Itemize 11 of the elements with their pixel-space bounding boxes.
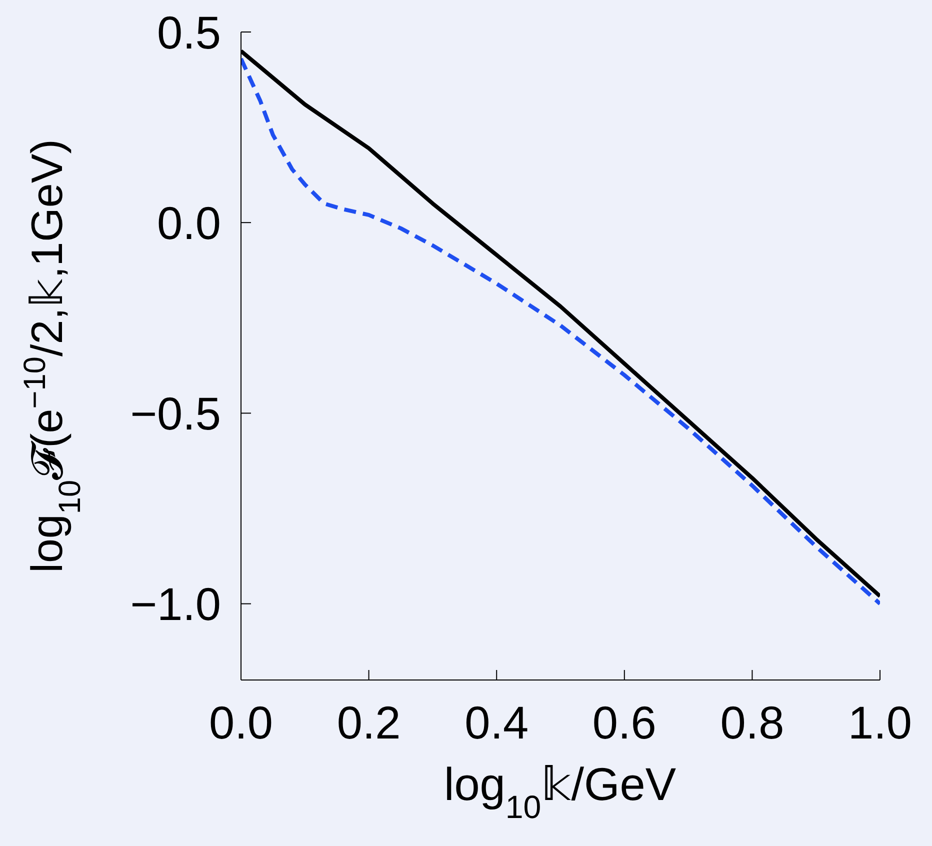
x-axis-title: log$_{10}$𝕜/GeV xyxy=(444,758,676,825)
y-tick-label: −1.0 xyxy=(130,578,221,630)
x-tick-label: 0.6 xyxy=(592,696,656,749)
y-tick-label: 0.5 xyxy=(157,6,221,58)
y-tick-label: −0.5 xyxy=(130,388,221,440)
x-tick-label: 0.8 xyxy=(720,696,784,749)
y-tick-label: 0.0 xyxy=(157,196,221,249)
x-tick-label: 0.2 xyxy=(336,696,401,749)
x-tick-label: 0.4 xyxy=(464,696,529,749)
x-tick-label: 1.0 xyxy=(848,696,912,749)
x-tick-label: 0.0 xyxy=(209,696,273,749)
